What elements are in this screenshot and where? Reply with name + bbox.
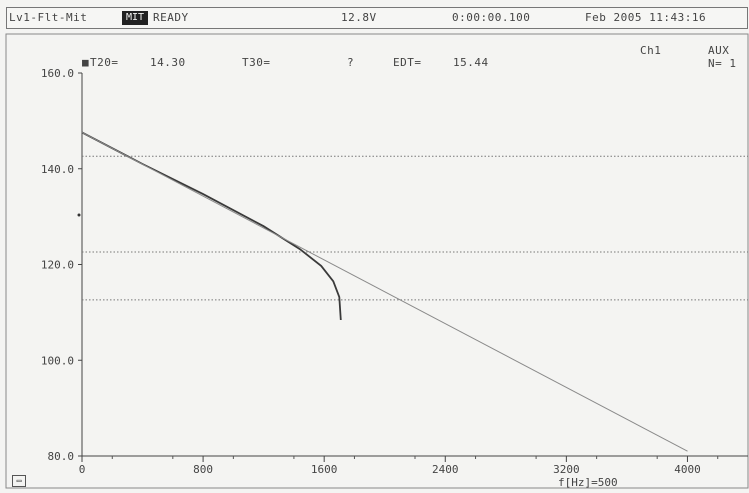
edt-label: EDT= — [393, 56, 422, 69]
state-label: READY — [153, 11, 189, 24]
x-axis-label: f[Hz]=500 — [558, 476, 618, 489]
aux-n-label: N= 1 — [708, 57, 737, 70]
y-tick-label-1: 100.0 — [41, 354, 74, 367]
x-tick-label-3: 2400 — [432, 463, 459, 476]
x-tick-label-4: 3200 — [553, 463, 580, 476]
edt-value: 15.44 — [453, 56, 489, 69]
screen-mode-icon[interactable]: ▭ — [12, 475, 26, 487]
t20-marker: ■ — [82, 56, 90, 69]
t30-value: ? — [347, 56, 355, 69]
t20-label: T20= — [90, 56, 119, 69]
axis-marker — [77, 213, 81, 217]
series-line-0 — [81, 131, 342, 321]
x-tick-label-1: 800 — [193, 463, 213, 476]
y-tick-label-3: 140.0 — [41, 163, 74, 176]
aux-label: AUX — [708, 44, 730, 57]
x-tick-label-0: 0 — [79, 463, 86, 476]
plot-frame — [5, 33, 749, 489]
y-tick-label-0: 80.0 — [48, 450, 75, 463]
status-bar: Lv1-Flt-Mit MIT READY 12.8V 0:00:00.100 … — [6, 7, 748, 29]
mode-label: Lv1-Flt-Mit — [9, 11, 88, 24]
y-tick-label-2: 120.0 — [41, 259, 74, 272]
channel-label: Ch1 — [640, 44, 662, 57]
series-line-1 — [81, 131, 688, 452]
voltage-label: 12.8V — [341, 11, 377, 24]
elapsed-time: 0:00:00.100 — [452, 11, 531, 24]
y-tick-label-4: 160.0 — [41, 67, 74, 80]
t30-label: T30= — [242, 56, 271, 69]
x-tick-label-2: 1600 — [311, 463, 338, 476]
t20-value: 14.30 — [150, 56, 186, 69]
datetime-label: Feb 2005 11:43:16 — [585, 11, 707, 24]
mit-badge[interactable]: MIT — [122, 11, 148, 25]
x-tick-label-5: 4000 — [674, 463, 701, 476]
